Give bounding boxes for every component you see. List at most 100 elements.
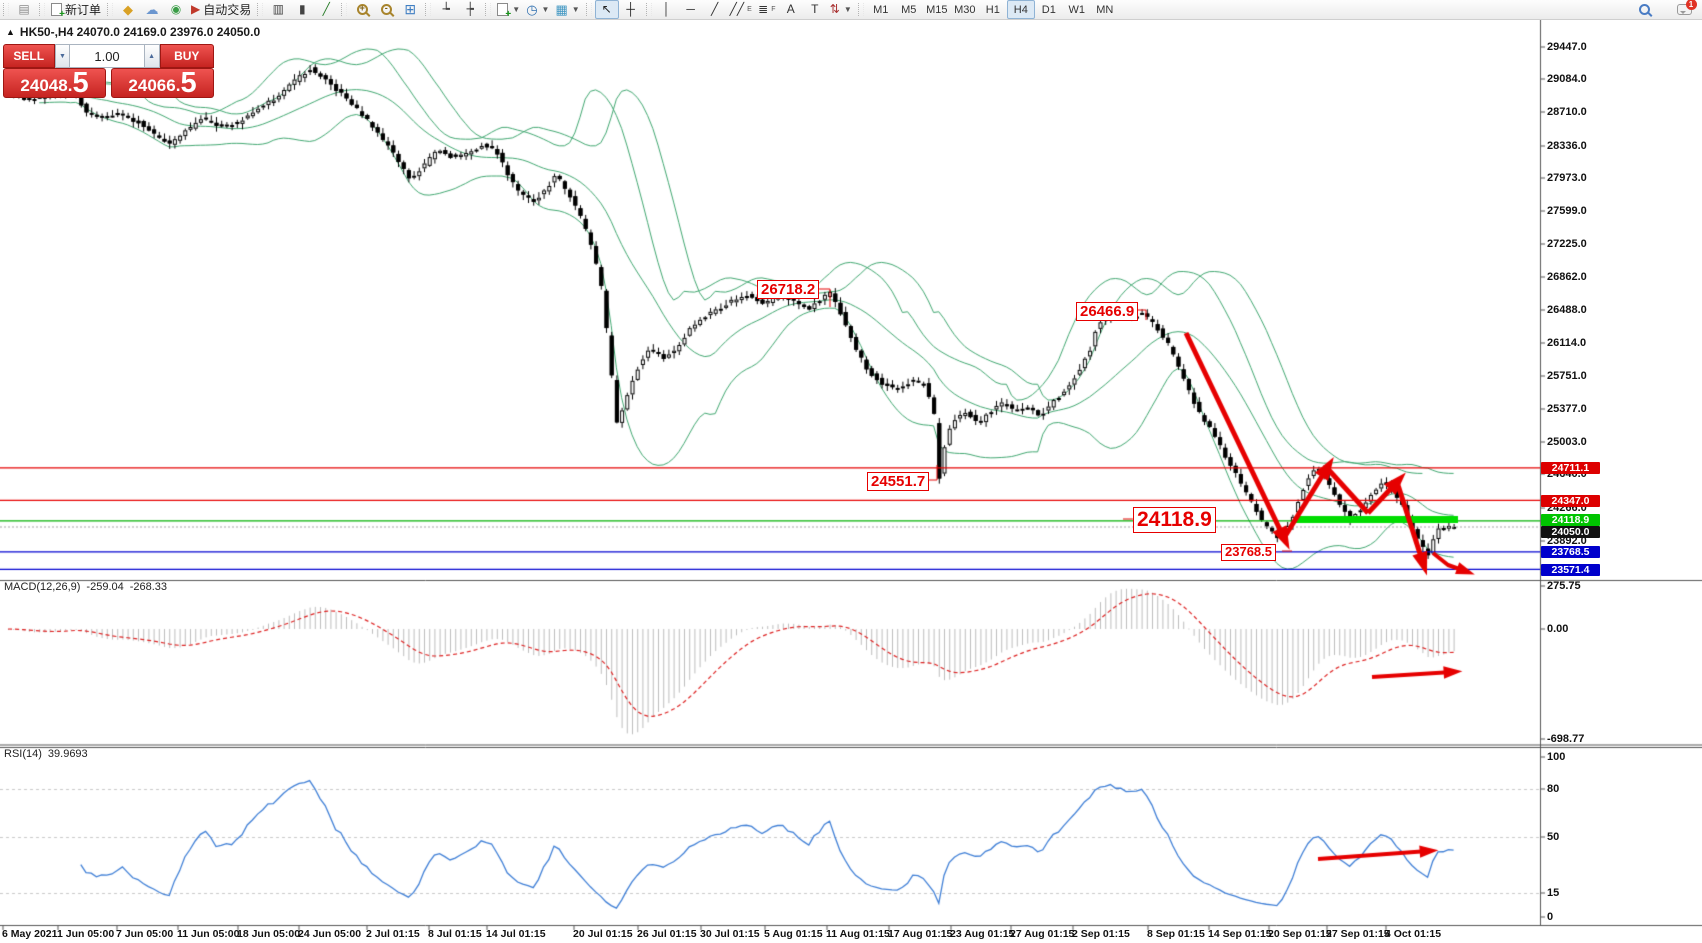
price-axis-label: 28336.0 [1547, 140, 1587, 152]
price-axis-label: 26114.0 [1547, 337, 1587, 349]
zoom-in-icon[interactable]: + [350, 0, 374, 19]
price-axis-label: 26862.0 [1547, 271, 1587, 283]
one-click-collapse-icon[interactable]: ▲ [6, 27, 15, 37]
one-click-trading-panel: SELL ▼ 1.00 ▲ BUY 24048. 5 24066. 5 [3, 44, 214, 98]
candlestick-chart-icon[interactable]: ▮ [290, 0, 314, 19]
indicator-axis-label: -698.77 [1547, 733, 1585, 745]
equidistant-channel-icon: ╱╱ [729, 2, 745, 16]
toolbar-right: 1 [1632, 0, 1697, 19]
price-badge: 24711.1 [1541, 462, 1600, 474]
label-icon: T [811, 2, 819, 16]
chart-window-icon[interactable]: ▤ [12, 0, 36, 19]
macd-label: MACD(12,26,9) -259.04 -268.33 [4, 581, 167, 593]
new-chart-dropdown[interactable]: ▼ [494, 0, 523, 20]
buy-button[interactable]: BUY [159, 44, 214, 68]
candlestick-chart-icon: ▮ [298, 2, 306, 16]
tile-windows-icon[interactable]: ⊞ [398, 0, 422, 19]
arrows-dropdown[interactable]: ⇅ ▼ [827, 0, 855, 19]
indicator-axis-label: 100 [1547, 751, 1566, 763]
new-order-button-label: 新订单 [65, 3, 102, 17]
price-axis-label: 25003.0 [1547, 436, 1587, 448]
templates-dropdown[interactable]: ▦ ▼ [552, 0, 582, 19]
price-axis-label: 26488.0 [1547, 304, 1587, 316]
autotrading-button-label: 自动交易 [203, 3, 252, 17]
time-axis-label: 8 Sep 01:15 [1147, 928, 1205, 940]
indicator-axis-label: 0 [1547, 911, 1554, 923]
timeframe-H4[interactable]: H4 [1006, 0, 1035, 19]
time-axis-label: 24 Jun 05:00 [298, 928, 362, 940]
buy-price[interactable]: 24066. 5 [111, 68, 214, 98]
line-chart-icon[interactable]: ╱ [314, 0, 338, 19]
timeframe-M1[interactable]: M1 [873, 3, 889, 16]
market-watch-icon[interactable]: ◆ [116, 0, 140, 19]
time-axis-label: 7 Jun 05:00 [116, 928, 174, 940]
search-icon[interactable] [1632, 0, 1656, 19]
time-axis-label: 20 Sep 01:15 [1268, 928, 1332, 940]
timeframe-H1[interactable]: H1 [985, 3, 1000, 16]
cursor-icon: ↖ [601, 2, 612, 16]
zoom-out-icon[interactable]: - [374, 0, 398, 19]
sell-button[interactable]: SELL [3, 44, 55, 68]
dropdown-arrow-icon: ▼ [541, 5, 550, 14]
autotrading-button[interactable]: ▶ 自动交易 [188, 0, 254, 19]
macd-title: MACD(12,26,9) [4, 581, 81, 593]
notification-badge: 1 [1685, 0, 1697, 10]
price-axis-label: 23892.0 [1547, 535, 1587, 547]
signals-icon: ◉ [170, 2, 182, 16]
time-axis-label: 23 Aug 01:15 [950, 928, 1015, 940]
horizontal-line-icon[interactable]: ─ [679, 0, 703, 19]
sell-price[interactable]: 24048. 5 [3, 68, 106, 98]
buy-price-dec: 5 [180, 67, 197, 99]
timeframe-M15[interactable]: M15 [926, 3, 948, 16]
indicator-list-icon[interactable]: ┾ [458, 0, 482, 19]
label-icon[interactable]: T [803, 0, 827, 19]
templates-dropdown: ▦ [555, 2, 568, 17]
price-axis-label: 27225.0 [1547, 238, 1587, 250]
crosshair-icon[interactable]: ┼ [619, 0, 643, 19]
volume-input[interactable]: 1.00 [70, 44, 144, 68]
price-annotation: 26718.2 [757, 280, 820, 300]
trendline-icon[interactable]: ╱ [703, 0, 727, 19]
bar-chart-icon[interactable]: ▥ [266, 0, 290, 19]
dropdown-arrow-icon: ▼ [512, 5, 521, 14]
timeframe-W1[interactable]: W1 [1068, 3, 1086, 16]
indicator-axis-label: 80 [1547, 783, 1560, 795]
volume-decrease-button[interactable]: ▼ [54, 44, 71, 68]
chat-icon[interactable]: 1 [1672, 0, 1697, 19]
indicator-axis-label: 0.00 [1547, 623, 1569, 635]
toolbar-items: ▤新订单◆☁◉▶自动交易▥▮╱+-⊞┶┾▼◷▼▦▼↖┼│─╱╱╱E≣FAT⇅▼M… [0, 0, 1119, 20]
time-axis-label: 4 Oct 01:15 [1385, 928, 1442, 940]
timeframe-M30[interactable]: M30 [954, 3, 976, 16]
periods-dropdown[interactable]: ◷ ▼ [523, 0, 552, 19]
signals-icon[interactable]: ◉ [164, 0, 188, 19]
price-badge: 23571.4 [1541, 564, 1600, 576]
timeframe-D1[interactable]: D1 [1041, 3, 1056, 16]
fibonacci-icon[interactable]: ≣ F [758, 2, 776, 16]
community-icon[interactable]: ☁ [140, 0, 164, 19]
indicator-list-icon: ┾ [466, 2, 474, 16]
autotrading-button: ▶ [191, 2, 201, 16]
chart-window-icon: ▤ [18, 2, 30, 16]
vertical-line-icon[interactable]: │ [655, 0, 679, 19]
macd-value: -259.04 [86, 581, 124, 593]
price-annotation: 24551.7 [867, 472, 930, 492]
new-order-button[interactable]: 新订单 [48, 0, 104, 20]
price-axis-label: 25751.0 [1547, 370, 1587, 382]
data-window-icon[interactable]: ┶ [434, 0, 458, 19]
timeframe-M5[interactable]: M5 [901, 3, 917, 16]
equidistant-channel-icon[interactable]: ╱╱ E [729, 2, 752, 16]
text-icon[interactable]: A [779, 0, 803, 19]
price-axis-label: 29447.0 [1547, 41, 1587, 53]
sell-price-dot: . [67, 76, 73, 95]
cursor-icon[interactable]: ↖ [594, 0, 619, 19]
crosshair-icon: ┼ [626, 2, 635, 16]
volume-increase-button[interactable]: ▲ [143, 44, 160, 68]
timeframe-MN[interactable]: MN [1096, 3, 1114, 16]
ohlc-text: HK50-,H4 24070.0 24169.0 23976.0 24050.0 [19, 25, 261, 39]
indicator-axis-label: 50 [1547, 831, 1560, 843]
horizontal-line-icon: ─ [686, 2, 695, 16]
search-icon [1638, 4, 1650, 15]
buy-price-dot: . [175, 76, 181, 95]
